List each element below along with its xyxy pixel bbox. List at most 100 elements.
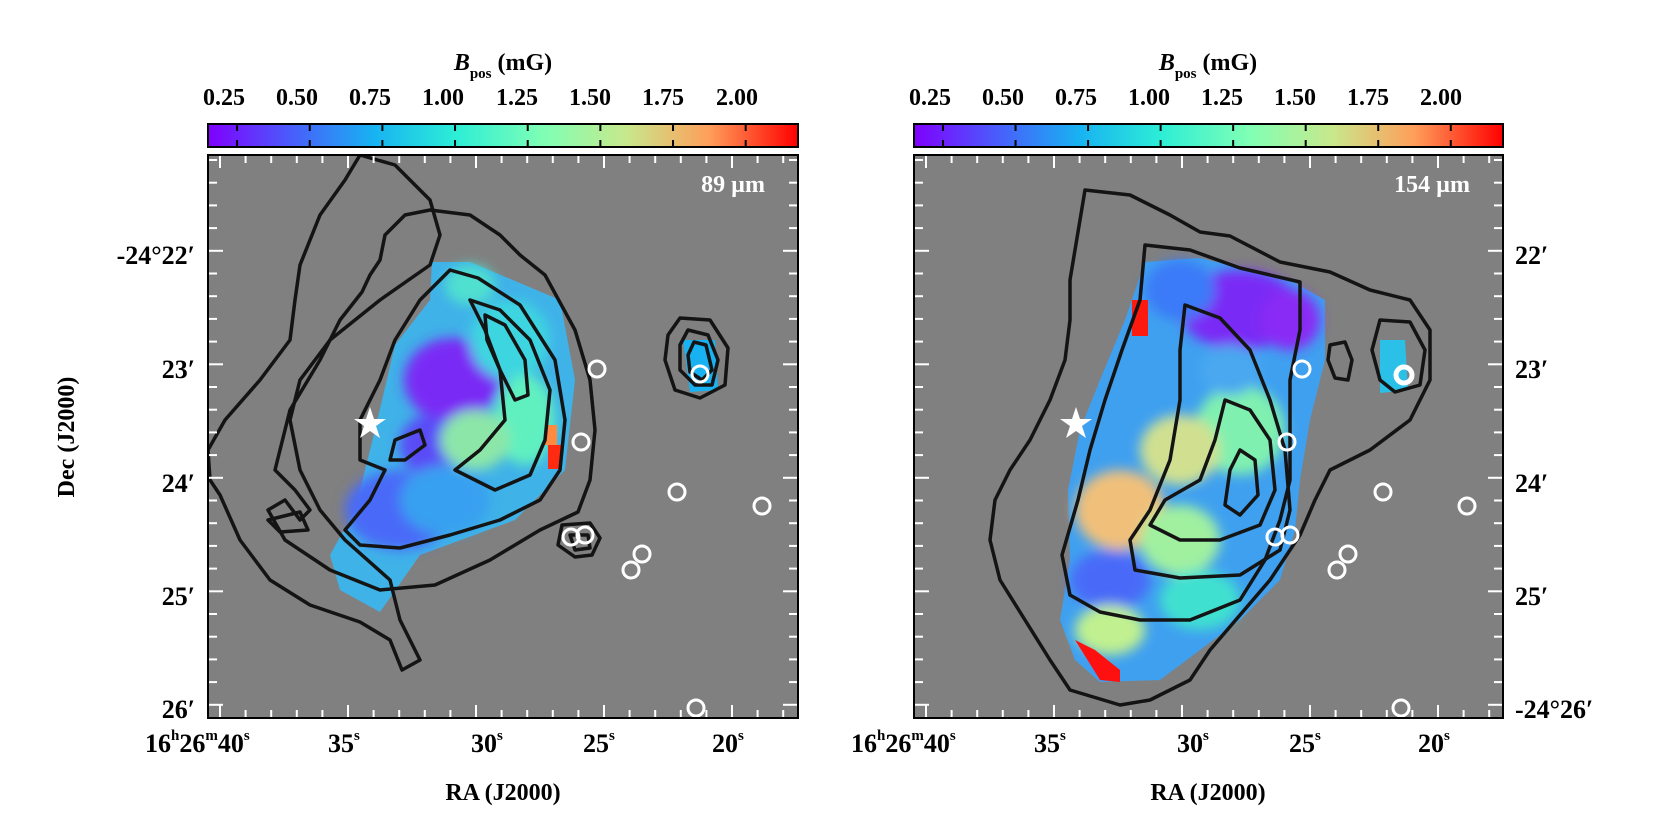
yso-circle (1338, 544, 1358, 564)
cb-tick-label: 1.75 (1347, 85, 1389, 111)
cb-tick-label: 1.75 (642, 85, 684, 111)
ra-tick-label: 16h26m40s (145, 728, 250, 758)
cb-tick-label: 0.75 (349, 85, 391, 111)
colorbar-title: Bpos (mG) (453, 50, 552, 82)
contour-core-1 (1370, 318, 1427, 394)
cb-tick-label: 1.00 (1128, 85, 1170, 111)
yso-circle (1393, 364, 1415, 386)
contours-left (208, 155, 730, 672)
ra-tick-label: 16h26m40s (851, 728, 956, 758)
colorbar-left: Bpos (mG) 0.25 0.50 0.75 1.00 1.25 1.50 1… (203, 50, 799, 148)
bfield-map (1060, 258, 1408, 682)
map-blob (1260, 290, 1320, 350)
ra-tick-label: 30s (471, 728, 503, 758)
y-axis-title: Dec (J2000) (54, 377, 80, 498)
colorbar-symbol: B (453, 50, 470, 76)
map-blob (1145, 260, 1215, 320)
ra-tick-labels-right: 16h26m40s 35s 30s 25s 20s (851, 728, 1450, 758)
yso-circle (1280, 525, 1300, 545)
map-pixel (1075, 640, 1120, 682)
yso-circle (1277, 432, 1297, 452)
map-blob (440, 410, 510, 470)
yso-circle (632, 544, 652, 564)
panel-89um: Bpos (mG) 0.25 0.50 0.75 1.00 1.25 1.50 1… (54, 50, 799, 806)
map-pixel (545, 425, 557, 445)
cb-tick-label: 1.25 (496, 85, 538, 111)
yso-circle (571, 432, 591, 452)
contour-level-1 (208, 155, 442, 672)
colorbar-unit: (mG) (1203, 50, 1258, 76)
colorbar-right: Bpos (mG) 0.25 0.50 0.75 1.00 1.25 1.50 1… (909, 50, 1504, 148)
map-frame (207, 154, 799, 719)
colorbar-subscript: pos (1175, 66, 1197, 82)
colorbar-ticks (942, 124, 1452, 147)
frame-ticks (915, 156, 1502, 717)
ra-tick-labels-left: 16h26m40s 35s 30s 25s 20s (145, 728, 744, 758)
bfield-map (330, 262, 718, 612)
ra-tick-label: 20s (712, 728, 744, 758)
colorbar-title: Bpos (mG) (1158, 50, 1257, 82)
ra-tick-label: 35s (328, 728, 360, 758)
yso-circle (1457, 496, 1477, 516)
yso-circle (752, 496, 772, 516)
map-pixel-max (548, 445, 562, 469)
dec-tick-label: 25′ (162, 582, 195, 611)
cb-tick-label: 0.75 (1055, 85, 1097, 111)
ra-tick-label: 35s (1034, 728, 1066, 758)
contour-core-2 (1326, 340, 1354, 382)
ra-tick-label: 20s (1418, 728, 1450, 758)
dec-tick-label: -24°26′ (1515, 695, 1593, 724)
map-blob (400, 465, 490, 535)
cb-tick-label: 1.25 (1201, 85, 1243, 111)
contour-source (556, 521, 602, 559)
contour-level-2 (266, 208, 597, 592)
yso-circle (690, 364, 710, 384)
dec-tick-label: 23′ (162, 355, 195, 384)
contour-level-5 (1223, 448, 1260, 517)
contour-core-2 (678, 328, 720, 387)
map-blob (495, 375, 555, 465)
yso-circle (667, 482, 687, 502)
ra-tick-label: 25s (1289, 728, 1321, 758)
contour-inner (388, 428, 427, 462)
yso-circle (1292, 359, 1312, 379)
star-marker (1060, 407, 1092, 438)
contour-core-1 (663, 316, 730, 400)
colorbar-symbol: B (1158, 50, 1175, 76)
cb-tick-label: 1.50 (1274, 85, 1316, 111)
cb-tick-label: 1.00 (422, 85, 464, 111)
dec-tick-labels-left: -24°22′ 23′ 24′ 25′ 26′ (117, 241, 195, 724)
yso-circle (686, 698, 706, 718)
dec-tick-label: 24′ (1515, 469, 1548, 498)
colorbar-tick-labels: 0.25 0.50 0.75 1.00 1.25 1.50 1.75 2.00 (909, 85, 1462, 111)
contour-level-1 (988, 188, 1432, 707)
panel-154um: Bpos (mG) 0.25 0.50 0.75 1.00 1.25 1.50 1… (851, 50, 1593, 806)
contour-level-3 (343, 268, 567, 550)
contour-level-2 (1060, 243, 1302, 622)
contour-core-3 (686, 340, 714, 382)
colorbar-tick-labels: 0.25 0.50 0.75 1.00 1.25 1.50 1.75 2.00 (203, 85, 758, 111)
cb-tick-label: 2.00 (716, 85, 758, 111)
colorbar-unit: (mG) (498, 50, 553, 76)
yso-circle (575, 525, 595, 545)
frame-ticks (209, 156, 797, 717)
dec-tick-label: 24′ (162, 469, 195, 498)
cb-tick-label: 0.50 (982, 85, 1024, 111)
yso-circle (1327, 560, 1347, 580)
yso-markers-left (561, 359, 772, 718)
map-blob (1160, 570, 1240, 630)
cb-tick-label: 0.25 (203, 85, 245, 111)
yso-markers-right (1265, 359, 1477, 718)
dec-tick-label: -24°22′ (117, 241, 195, 270)
yso-circle (587, 359, 607, 379)
dec-tick-label: 25′ (1515, 582, 1548, 611)
map-blob (445, 265, 495, 305)
contour-level-3 (1128, 303, 1292, 580)
contour-small (266, 510, 310, 534)
star-marker (354, 407, 386, 438)
map-blob (470, 300, 550, 380)
ra-tick-label: 30s (1177, 728, 1209, 758)
yso-circle (1373, 482, 1393, 502)
x-axis-title: RA (J2000) (445, 780, 560, 806)
